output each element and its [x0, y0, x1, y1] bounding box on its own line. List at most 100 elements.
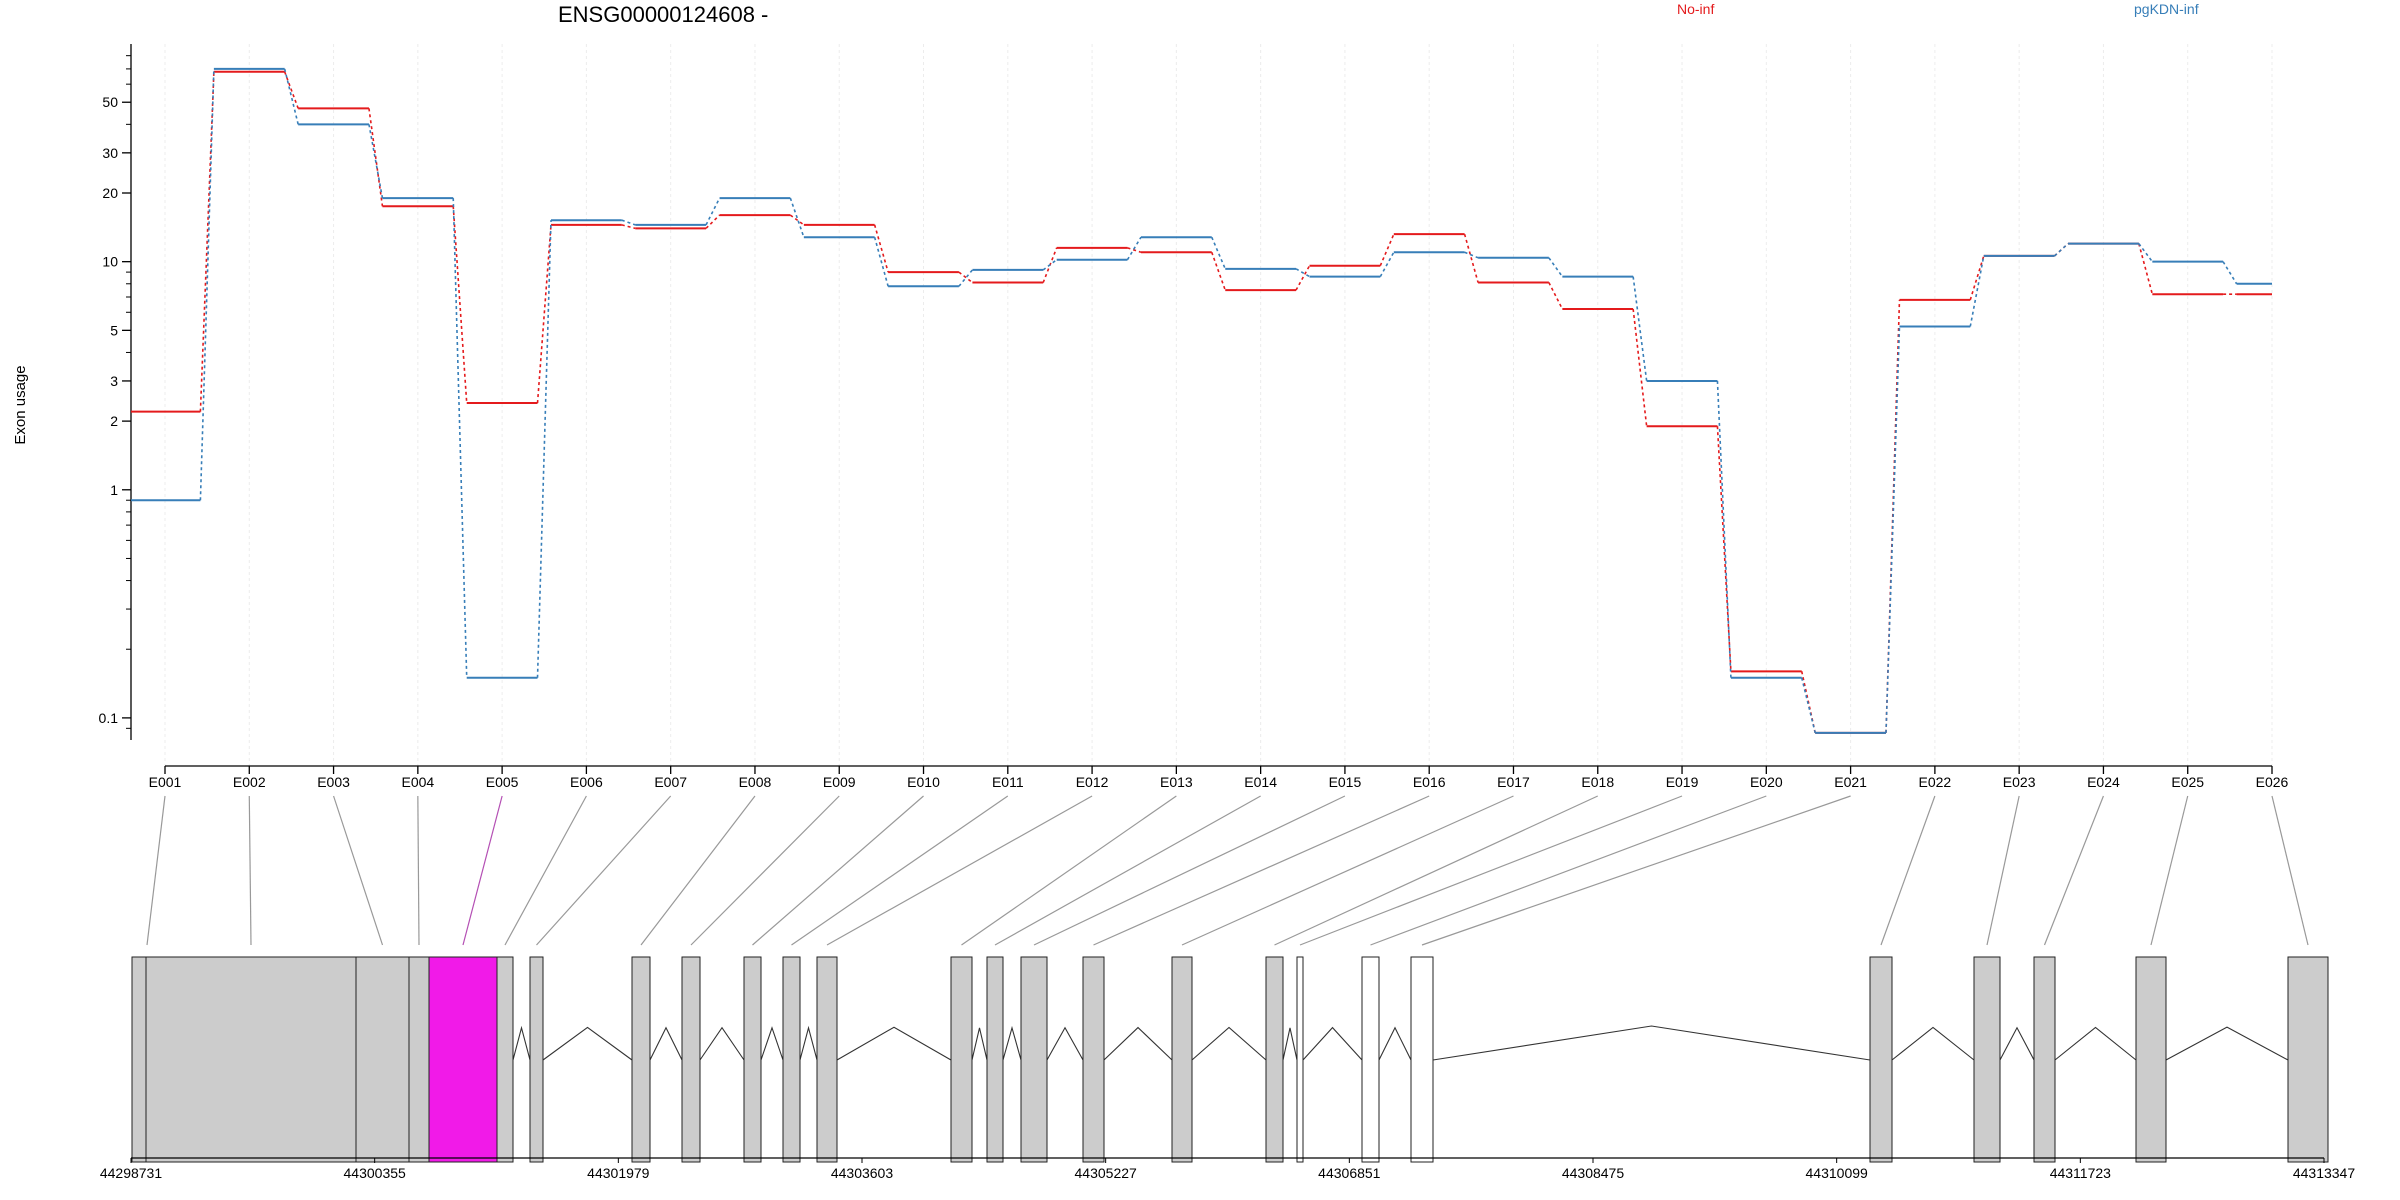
- genome-coordinate-label: 44305227: [1075, 1165, 1138, 1181]
- x-tick-label-e016: E016: [1413, 774, 1446, 790]
- series-pgkdn-inf-transition: [1379, 251, 1395, 278]
- x-tick-label-e002: E002: [233, 774, 266, 790]
- x-tick-label-e012: E012: [1076, 774, 1109, 790]
- exon-block-e025: [2135, 956, 2167, 1163]
- axes: [130, 44, 2272, 767]
- series-pgkdn-inf-transition: [1716, 380, 1732, 678]
- exon-block-e018: [1265, 956, 1284, 1163]
- series-pgkdn-inf-transition: [1885, 326, 1901, 733]
- connector-e018: [1274, 795, 1599, 946]
- connector-e021: [1421, 795, 1851, 946]
- y-tick-label: 10: [102, 254, 118, 270]
- intron-e010: [760, 1026, 784, 1061]
- series-lines: [131, 67, 2272, 734]
- connector-e026: [2271, 795, 2309, 946]
- x-tick-label-e005: E005: [486, 774, 519, 790]
- y-tick-label: 20: [102, 185, 118, 201]
- exon-block-e023: [1973, 956, 2001, 1163]
- connector-e001: [146, 795, 166, 946]
- genome-coordinate-label: 44306851: [1318, 1165, 1381, 1181]
- connector-e002: [248, 795, 252, 946]
- connector-e014: [994, 795, 1261, 946]
- intron-e019: [1302, 1026, 1363, 1061]
- connector-e022: [1880, 795, 1936, 946]
- series-no-inf-transition: [1295, 265, 1311, 291]
- genome-coordinate-label: 44308475: [1562, 1165, 1625, 1181]
- connector-e009: [690, 795, 840, 946]
- intron-e022: [1891, 1026, 1975, 1061]
- exon-block-e020: [1361, 956, 1380, 1163]
- series-no-inf-transition: [1716, 426, 1732, 672]
- intron-e017: [1191, 1026, 1267, 1061]
- exon-block-e005: [428, 956, 498, 1163]
- exon-block-e009: [681, 956, 701, 1163]
- connector-e019: [1299, 795, 1683, 946]
- x-tick-label-e015: E015: [1329, 774, 1362, 790]
- exon-block-e017: [1171, 956, 1193, 1163]
- series-pgkdn-inf-transition: [958, 269, 974, 287]
- legend-entry-pgkdn-inf: pgKDN-inf: [2134, 1, 2199, 17]
- exon-block-e001: [131, 956, 147, 1163]
- connector-e013: [961, 795, 1177, 946]
- x-tick-label-e011: E011: [992, 774, 1024, 790]
- exon-block-e004: [408, 956, 430, 1163]
- genome-coordinate-labels: 44298731 44300355 44301979 44303603 44305227…: [100, 1158, 2355, 1181]
- series-pgkdn-inf-transition: [789, 197, 805, 238]
- exon-block-e026: [2287, 956, 2329, 1163]
- intron-e018: [1282, 1027, 1298, 1061]
- x-tick-label-e019: E019: [1666, 774, 1699, 790]
- exon-block-e006: [496, 956, 514, 1163]
- y-tick-label: 50: [102, 94, 118, 110]
- series-pgkdn-inf-transition: [1464, 251, 1479, 259]
- exon-block-e016: [1082, 956, 1105, 1163]
- connector-e010: [752, 795, 924, 946]
- series-no-inf-transition: [789, 214, 805, 226]
- series-no-inf-transition: [199, 71, 215, 412]
- connector-e005: [462, 795, 503, 946]
- series-pgkdn-inf-transition: [1211, 236, 1226, 270]
- intron-e006: [512, 1025, 531, 1061]
- exon-block-e022: [1869, 956, 1893, 1163]
- series-no-inf-transition: [1969, 255, 1985, 301]
- series-pgkdn-inf-transition: [621, 219, 636, 226]
- genome-coordinate-label: 44303603: [831, 1165, 894, 1181]
- series-no-inf-transition: [1463, 233, 1479, 283]
- series-pgkdn-inf-transition: [2054, 243, 2069, 257]
- x-tick-label-e026: E026: [2256, 774, 2289, 790]
- connector-e016: [1093, 795, 1430, 946]
- connector-e025: [2150, 795, 2189, 946]
- intron-e015: [1046, 1026, 1084, 1061]
- intron-e021: [1432, 1025, 1871, 1061]
- series-pgkdn-inf-transition: [1295, 268, 1310, 278]
- x-tick-label-e022: E022: [1919, 774, 1952, 790]
- connector-e011: [791, 795, 1009, 946]
- series-no-inf-transition: [1211, 251, 1226, 291]
- series-pgkdn-inf-transition: [1800, 677, 1816, 734]
- connector-e023: [1986, 795, 2020, 946]
- series-pgkdn-inf-transition: [1126, 236, 1142, 261]
- series-no-inf-transition: [1632, 308, 1648, 427]
- exon-block-e024: [2033, 956, 2056, 1163]
- series-pgkdn-inf-transition: [873, 237, 889, 287]
- series-pgkdn-inf-transition: [705, 197, 721, 226]
- y-tick-label: 30: [102, 145, 118, 161]
- exon-block-e011: [782, 956, 801, 1163]
- exon-block-e002: [145, 956, 357, 1163]
- genome-coordinate-label: 44300355: [344, 1165, 407, 1181]
- series-no-inf-transition: [283, 71, 299, 109]
- series-pgkdn-inf-transition: [199, 68, 215, 501]
- y-tick-label: 5: [110, 322, 118, 338]
- series-pgkdn-inf-transition: [452, 198, 468, 678]
- y-tick-label: 1: [110, 482, 118, 498]
- series-pgkdn-inf-transition: [1548, 257, 1564, 278]
- connector-e017: [1181, 795, 1514, 946]
- series-no-inf-transition: [873, 224, 889, 273]
- x-tick-label-e007: E007: [654, 774, 687, 790]
- exon-block-e010: [743, 956, 762, 1163]
- connector-e003: [332, 795, 384, 946]
- intron-e009: [699, 1026, 745, 1061]
- x-tick-label-e001: E001: [149, 774, 182, 790]
- exon-block-e019: [1296, 956, 1304, 1163]
- intron-e008: [649, 1026, 683, 1061]
- chart-title: ENSG00000124608 -: [558, 2, 768, 27]
